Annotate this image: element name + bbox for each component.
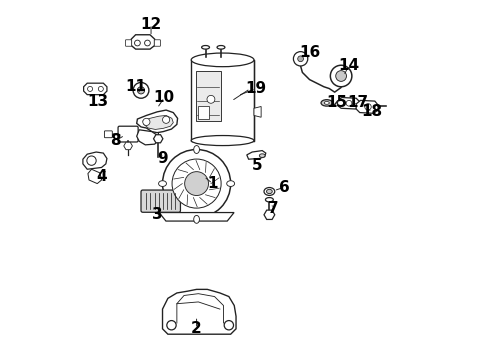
Ellipse shape: [217, 45, 225, 49]
Polygon shape: [84, 83, 107, 95]
Text: 16: 16: [299, 45, 320, 60]
Text: 2: 2: [191, 321, 202, 336]
Text: 8: 8: [111, 133, 121, 148]
Ellipse shape: [321, 100, 333, 106]
Polygon shape: [356, 100, 378, 113]
Polygon shape: [159, 212, 234, 221]
Ellipse shape: [194, 215, 199, 223]
Bar: [196, 71, 220, 121]
Text: 1: 1: [207, 176, 218, 191]
Text: 7: 7: [269, 201, 279, 216]
Text: 6: 6: [279, 180, 290, 195]
Circle shape: [88, 86, 93, 91]
FancyBboxPatch shape: [141, 190, 180, 212]
Polygon shape: [163, 289, 236, 334]
Circle shape: [224, 320, 234, 330]
Text: 15: 15: [326, 95, 347, 111]
Circle shape: [98, 86, 103, 91]
Polygon shape: [137, 110, 177, 133]
Circle shape: [87, 156, 96, 165]
Ellipse shape: [267, 189, 272, 194]
Text: 3: 3: [152, 207, 163, 221]
Polygon shape: [83, 152, 107, 169]
Polygon shape: [254, 107, 261, 117]
Circle shape: [365, 104, 371, 110]
Text: 12: 12: [141, 17, 162, 32]
Ellipse shape: [264, 188, 275, 195]
Ellipse shape: [159, 181, 167, 186]
Bar: [198, 107, 209, 119]
Circle shape: [167, 320, 176, 330]
Ellipse shape: [227, 181, 235, 186]
Polygon shape: [247, 150, 266, 159]
Circle shape: [137, 87, 145, 94]
Circle shape: [185, 172, 209, 195]
Text: 11: 11: [125, 79, 146, 94]
Ellipse shape: [201, 45, 210, 49]
Circle shape: [207, 95, 215, 103]
FancyBboxPatch shape: [104, 131, 112, 138]
Ellipse shape: [191, 135, 254, 145]
Circle shape: [298, 56, 303, 62]
Circle shape: [135, 40, 140, 46]
Text: 5: 5: [252, 158, 263, 173]
Circle shape: [163, 149, 231, 218]
Circle shape: [294, 51, 308, 66]
Polygon shape: [143, 116, 173, 130]
Ellipse shape: [259, 154, 265, 157]
Bar: [191, 60, 254, 140]
Ellipse shape: [194, 145, 199, 153]
Circle shape: [133, 82, 149, 98]
Circle shape: [330, 65, 352, 87]
FancyBboxPatch shape: [118, 126, 138, 142]
FancyBboxPatch shape: [125, 40, 132, 46]
Circle shape: [346, 100, 352, 106]
Circle shape: [172, 159, 221, 208]
Text: 13: 13: [87, 94, 108, 109]
Text: 9: 9: [157, 151, 168, 166]
Text: 19: 19: [245, 81, 267, 96]
FancyBboxPatch shape: [154, 40, 160, 46]
Text: 10: 10: [154, 90, 175, 105]
Circle shape: [145, 40, 150, 46]
Ellipse shape: [191, 53, 254, 67]
Circle shape: [143, 118, 150, 126]
Text: 17: 17: [347, 95, 368, 111]
Ellipse shape: [266, 198, 273, 202]
Ellipse shape: [156, 126, 160, 128]
Circle shape: [163, 116, 170, 123]
Ellipse shape: [324, 102, 329, 104]
Circle shape: [336, 71, 346, 81]
Polygon shape: [88, 169, 101, 184]
Text: 18: 18: [362, 104, 383, 120]
Polygon shape: [338, 98, 360, 109]
Text: 14: 14: [339, 58, 360, 73]
Polygon shape: [131, 35, 155, 49]
Text: 4: 4: [96, 169, 107, 184]
Polygon shape: [137, 130, 158, 145]
